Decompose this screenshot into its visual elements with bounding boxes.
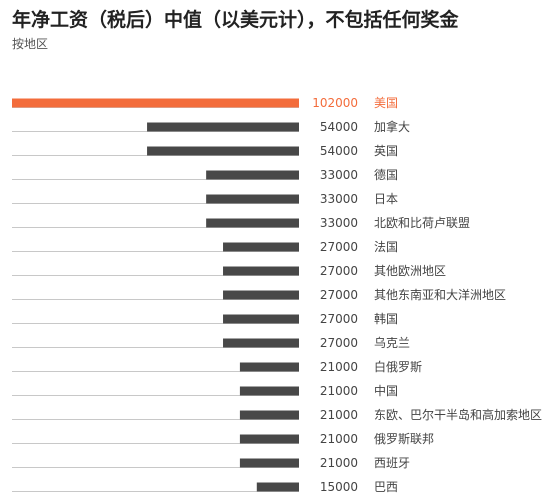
value-label: 54000 bbox=[320, 120, 358, 134]
value-label: 27000 bbox=[320, 288, 358, 302]
category-label: 中国 bbox=[374, 383, 398, 398]
category-label: 韩国 bbox=[374, 311, 398, 326]
bar-15 bbox=[239, 458, 299, 468]
value-label: 33000 bbox=[320, 216, 358, 230]
value-label: 21000 bbox=[320, 360, 358, 374]
value-label: 21000 bbox=[320, 432, 358, 446]
category-label: 其他东南亚和大洋洲地区 bbox=[374, 287, 506, 302]
category-label: 西班牙 bbox=[374, 456, 410, 470]
category-label: 乌克兰 bbox=[374, 335, 410, 350]
category-label: 日本 bbox=[374, 192, 398, 206]
value-label: 21000 bbox=[320, 408, 358, 422]
category-label: 美国 bbox=[374, 96, 398, 110]
bar-13 bbox=[239, 410, 299, 420]
bar-14 bbox=[239, 434, 299, 444]
category-label: 巴西 bbox=[374, 480, 398, 494]
value-label: 102000 bbox=[312, 96, 358, 110]
bar-4 bbox=[206, 194, 299, 204]
category-label: 俄罗斯联邦 bbox=[374, 432, 434, 446]
chart-title: 年净工资（税后）中值（以美元计），不包括任何奖金 bbox=[12, 9, 459, 31]
value-label: 33000 bbox=[320, 192, 358, 206]
bar-5 bbox=[206, 218, 299, 228]
value-label: 27000 bbox=[320, 264, 358, 278]
category-label: 白俄罗斯 bbox=[374, 359, 422, 374]
category-label: 其他欧洲地区 bbox=[374, 264, 446, 278]
value-label: 27000 bbox=[320, 336, 358, 350]
bar-6 bbox=[223, 242, 299, 252]
bar-11 bbox=[239, 362, 299, 372]
value-label: 27000 bbox=[320, 312, 358, 326]
category-label: 法国 bbox=[374, 240, 398, 254]
bar-9 bbox=[223, 314, 299, 324]
value-label: 21000 bbox=[320, 384, 358, 398]
bar-0 bbox=[12, 98, 299, 108]
category-label: 东欧、巴尔干半岛和高加索地区 bbox=[374, 407, 542, 422]
bar-3 bbox=[206, 170, 299, 180]
value-label: 33000 bbox=[320, 168, 358, 182]
bar-12 bbox=[239, 386, 299, 396]
value-label: 54000 bbox=[320, 144, 358, 158]
bar-2 bbox=[147, 146, 299, 156]
bar-16 bbox=[256, 482, 299, 492]
category-label: 英国 bbox=[374, 144, 398, 158]
category-label: 德国 bbox=[374, 167, 398, 182]
bar-1 bbox=[147, 122, 299, 132]
category-label: 北欧和比荷卢联盟 bbox=[374, 215, 470, 230]
chart-subtitle: 按地区 bbox=[12, 37, 49, 51]
bar-7 bbox=[223, 266, 299, 276]
bar-10 bbox=[223, 338, 299, 348]
value-label: 15000 bbox=[320, 480, 358, 494]
value-label: 27000 bbox=[320, 240, 358, 254]
value-label: 21000 bbox=[320, 456, 358, 470]
category-label: 加拿大 bbox=[374, 119, 410, 134]
bar-8 bbox=[223, 290, 299, 300]
